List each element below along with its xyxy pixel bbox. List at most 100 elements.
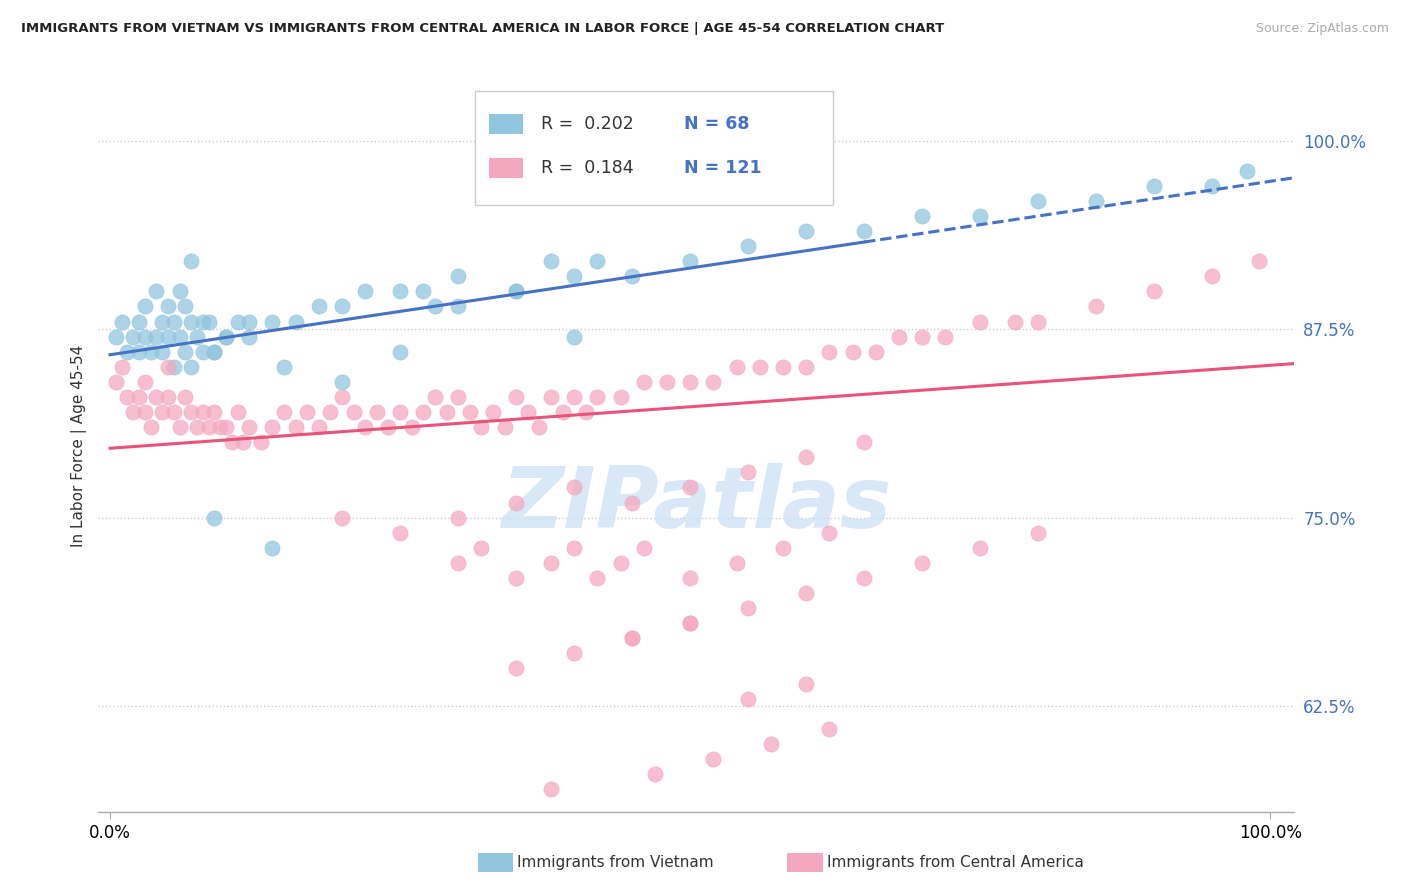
Point xyxy=(117,344,139,359)
Point xyxy=(163,405,186,419)
Point xyxy=(139,420,162,434)
Point xyxy=(633,541,655,555)
Point xyxy=(122,405,145,419)
Point xyxy=(447,556,470,570)
Point xyxy=(911,556,934,570)
Point xyxy=(818,722,841,736)
Text: N = 68: N = 68 xyxy=(685,115,749,133)
Point xyxy=(262,420,284,434)
Point xyxy=(308,300,330,314)
Point xyxy=(818,344,841,359)
Point xyxy=(794,450,817,465)
Point xyxy=(794,359,817,374)
Point xyxy=(204,405,226,419)
Point xyxy=(679,254,702,268)
Point xyxy=(180,315,202,329)
Point xyxy=(389,285,412,299)
Point xyxy=(794,676,817,690)
Point xyxy=(215,329,238,343)
Point xyxy=(447,510,470,524)
Point xyxy=(197,315,219,329)
Point xyxy=(377,420,399,434)
Point xyxy=(262,541,284,555)
Point xyxy=(366,405,388,419)
Point xyxy=(204,344,226,359)
Point xyxy=(284,315,307,329)
Point xyxy=(389,344,412,359)
Point xyxy=(134,329,156,343)
Point xyxy=(389,405,412,419)
Point xyxy=(794,224,817,238)
Point xyxy=(180,405,202,419)
Point xyxy=(447,269,470,284)
Point xyxy=(562,480,585,494)
Point xyxy=(389,525,412,540)
Point xyxy=(737,466,759,480)
Point xyxy=(633,375,655,389)
Point xyxy=(180,254,202,268)
Text: R =  0.202: R = 0.202 xyxy=(541,115,633,133)
Point xyxy=(702,752,724,766)
Point xyxy=(853,224,876,238)
Point xyxy=(562,646,585,660)
Point xyxy=(401,420,423,434)
Point xyxy=(737,239,759,253)
Point xyxy=(748,359,770,374)
Point xyxy=(232,435,254,450)
Point xyxy=(354,285,377,299)
Point xyxy=(163,359,186,374)
Point xyxy=(157,300,180,314)
Point xyxy=(134,405,156,419)
Point xyxy=(330,375,353,389)
Point xyxy=(1143,178,1166,193)
Point xyxy=(204,510,226,524)
Point xyxy=(191,405,214,419)
Point xyxy=(191,315,214,329)
Point xyxy=(238,329,260,343)
Point xyxy=(215,329,238,343)
Point xyxy=(540,782,562,797)
Point xyxy=(447,390,470,404)
Point xyxy=(204,344,226,359)
Point xyxy=(128,390,150,404)
Point xyxy=(238,420,260,434)
Point xyxy=(818,525,841,540)
Point xyxy=(702,375,724,389)
Text: ZIPatlas: ZIPatlas xyxy=(501,463,891,546)
Point xyxy=(186,420,208,434)
Point xyxy=(494,420,516,434)
Point xyxy=(969,209,991,223)
Point xyxy=(586,390,609,404)
Point xyxy=(104,329,127,343)
Point xyxy=(297,405,319,419)
Point xyxy=(145,329,167,343)
Point xyxy=(679,616,702,631)
Point xyxy=(163,315,186,329)
Point xyxy=(180,359,202,374)
Point xyxy=(209,420,232,434)
Point xyxy=(911,209,934,223)
Point xyxy=(575,405,598,419)
Point xyxy=(562,269,585,284)
Point xyxy=(516,405,538,419)
Y-axis label: In Labor Force | Age 45-54: In Labor Force | Age 45-54 xyxy=(72,345,87,547)
Point xyxy=(436,405,458,419)
Point xyxy=(865,344,887,359)
Point xyxy=(540,254,562,268)
Point xyxy=(412,405,434,419)
Point xyxy=(134,300,156,314)
Point xyxy=(1085,194,1108,208)
Point xyxy=(174,344,197,359)
Point xyxy=(841,344,863,359)
Point xyxy=(157,359,180,374)
Text: Immigrants from Vietnam: Immigrants from Vietnam xyxy=(517,855,714,870)
Point xyxy=(1004,315,1026,329)
Point xyxy=(505,661,527,675)
Point xyxy=(540,556,562,570)
Point xyxy=(122,329,145,343)
Text: IMMIGRANTS FROM VIETNAM VS IMMIGRANTS FROM CENTRAL AMERICA IN LABOR FORCE | AGE : IMMIGRANTS FROM VIETNAM VS IMMIGRANTS FR… xyxy=(21,22,945,36)
Point xyxy=(679,375,702,389)
Point xyxy=(621,632,644,646)
Point xyxy=(215,420,238,434)
Point xyxy=(111,315,134,329)
